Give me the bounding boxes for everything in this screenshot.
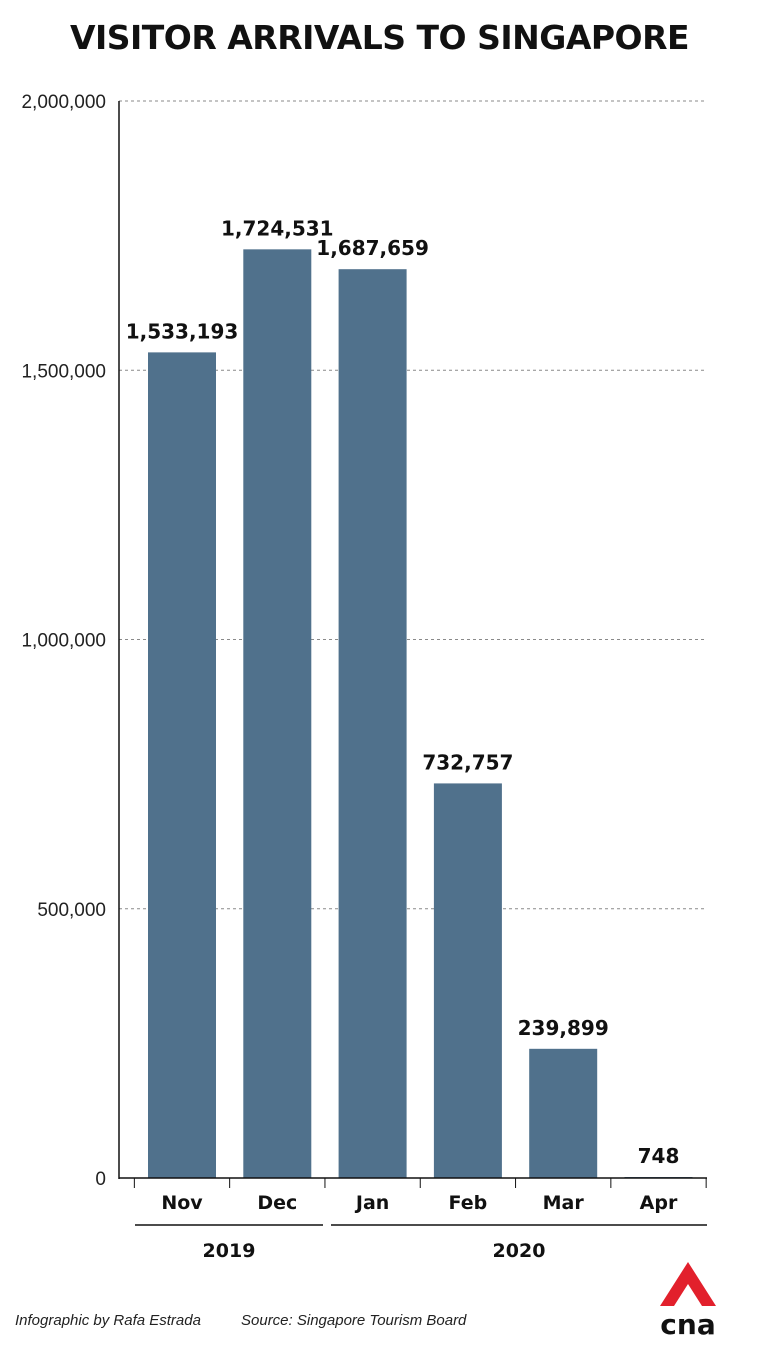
bar-dec — [243, 249, 312, 1178]
data-label-mar: 239,899 — [518, 1016, 609, 1040]
bar-mar — [529, 1048, 598, 1178]
source-note: Source: Singapore Tourism Board — [241, 1312, 467, 1329]
y-tick-label: 1,500,000 — [21, 361, 106, 382]
y-tick-label: 0 — [95, 1169, 106, 1190]
data-label-jan: 1,687,659 — [316, 236, 429, 260]
data-label-dec: 1,724,531 — [221, 216, 334, 240]
bar-feb — [433, 783, 502, 1178]
x-tick-label-feb: Feb — [449, 1192, 488, 1214]
year-label-2019: 2019 — [203, 1240, 256, 1260]
x-tick-label-nov: Nov — [161, 1192, 203, 1214]
y-tick-label: 500,000 — [37, 900, 106, 921]
y-axis-ticks: 0 500,000 1,000,000 1,500,000 2,000,000 — [21, 92, 106, 1190]
cna-logo-icon: cna — [660, 1262, 716, 1338]
data-label-nov: 1,533,193 — [126, 319, 239, 343]
year-label-2020: 2020 — [493, 1240, 546, 1260]
y-tick-label: 1,000,000 — [21, 631, 106, 652]
bar-nov — [148, 352, 216, 1178]
x-tick-label-jan: Jan — [354, 1192, 389, 1214]
bar-chart: 0 500,000 1,000,000 1,500,000 2,000,000 1,53… — [21, 92, 707, 1260]
axes — [118, 101, 707, 1188]
cna-logo-text: cna — [660, 1308, 715, 1338]
infographic-credit: Infographic by Rafa Estrada — [15, 1312, 201, 1329]
y-tick-label: 2,000,000 — [21, 92, 106, 113]
bar-jan — [338, 269, 407, 1178]
bars — [148, 249, 693, 1178]
x-tick-label-apr: Apr — [640, 1192, 678, 1214]
grid-lines — [119, 100, 707, 910]
chart-title: VISITOR ARRIVALS TO SINGAPORE — [69, 18, 690, 57]
x-tick-label-mar: Mar — [543, 1192, 585, 1214]
x-axis-categories: Nov Dec Jan Feb Mar Apr — [161, 1192, 678, 1214]
data-label-apr: 748 — [638, 1144, 680, 1168]
year-groups: 2019 2020 — [135, 1224, 707, 1260]
x-tick-label-dec: Dec — [257, 1192, 297, 1214]
data-label-feb: 732,757 — [422, 750, 513, 774]
